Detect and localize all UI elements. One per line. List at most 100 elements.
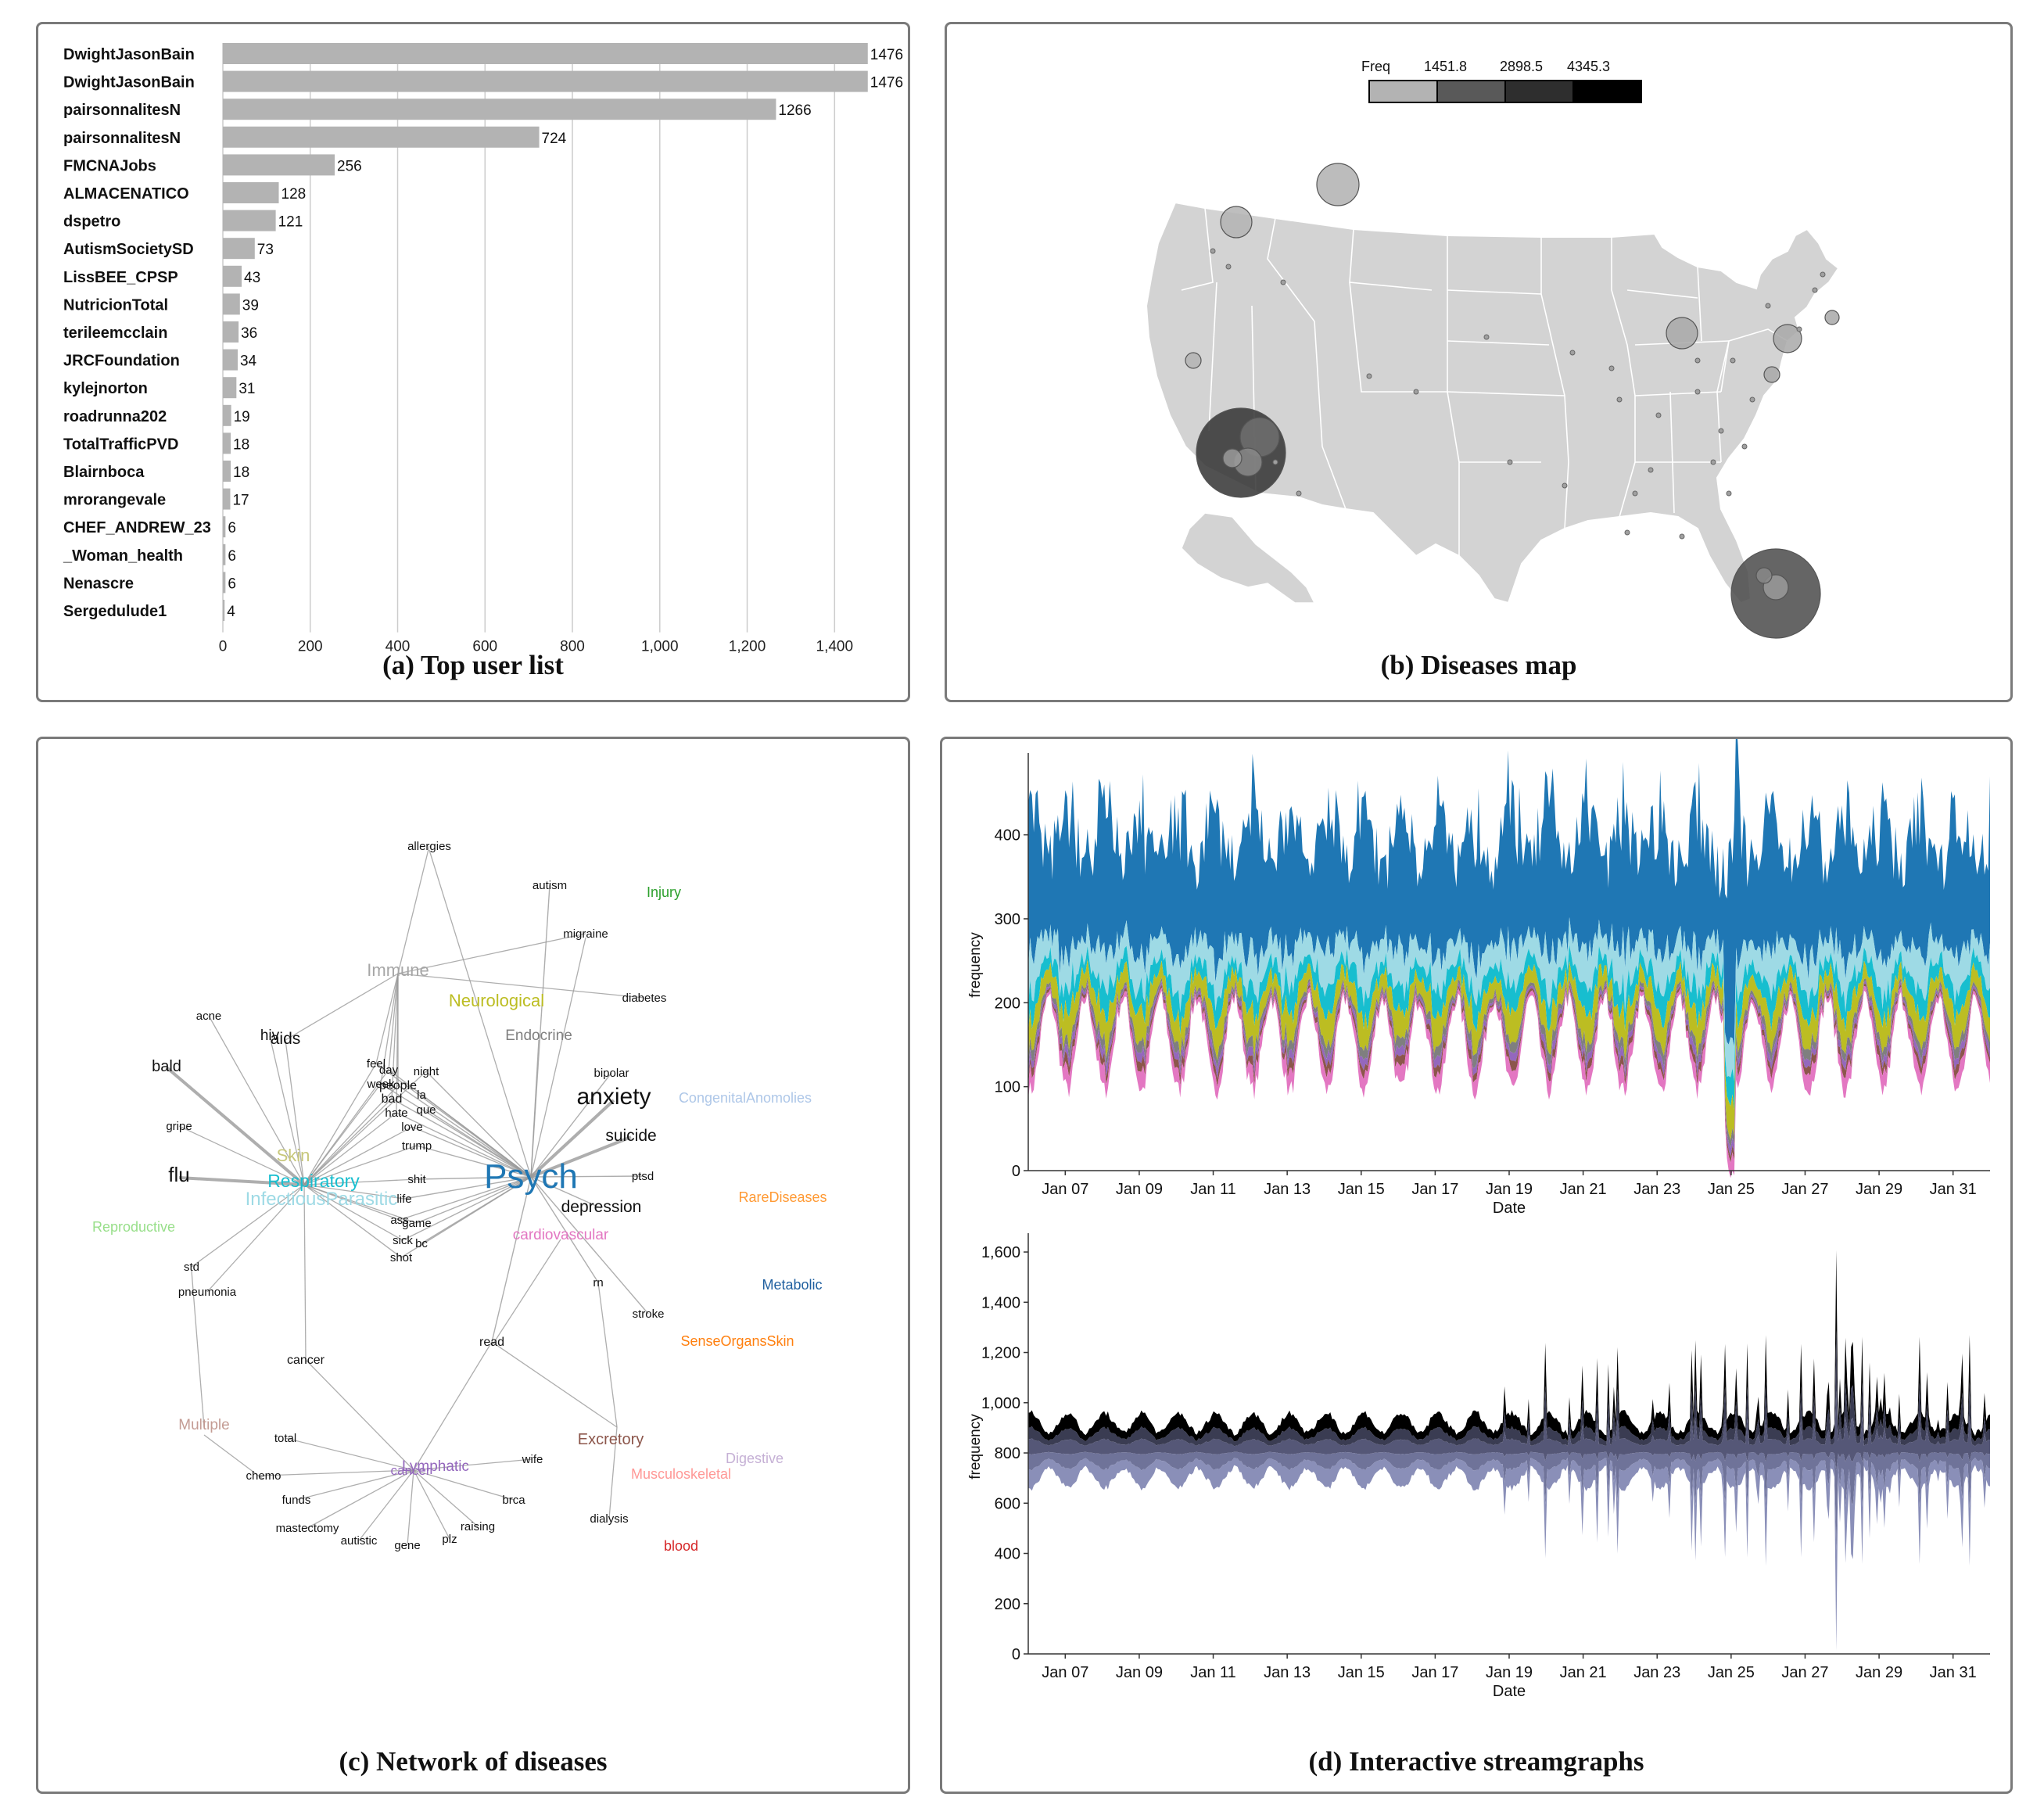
network-edge bbox=[530, 1072, 612, 1178]
diseases-map: Freq 1451.8 2898.5 4345.3 bbox=[1145, 59, 1840, 639]
frequency-bubble-small bbox=[1562, 482, 1568, 489]
y-axis-label: frequency bbox=[967, 1414, 984, 1480]
state-border bbox=[1447, 391, 1565, 396]
legend-swatch bbox=[1504, 80, 1574, 103]
bar-category-label: mrorangevale bbox=[63, 492, 166, 509]
state-border bbox=[1611, 237, 1636, 518]
x-tick-label: Jan 11 bbox=[1190, 1181, 1236, 1198]
term-node: funds bbox=[282, 1494, 311, 1507]
network-edge bbox=[358, 1469, 414, 1541]
network-edge bbox=[397, 1085, 532, 1178]
legend-label: 1451.8 bbox=[1424, 59, 1467, 74]
network-edge bbox=[396, 1112, 532, 1178]
x-tick-label: Jan 25 bbox=[1708, 1664, 1755, 1681]
term-node: cancer bbox=[287, 1354, 325, 1367]
bar-category-label: NutricionTotal bbox=[63, 296, 168, 314]
network-edge bbox=[530, 937, 586, 1178]
category-node: RareDiseases bbox=[738, 1189, 827, 1205]
network-edge bbox=[402, 1176, 532, 1241]
network-edge bbox=[206, 1184, 305, 1293]
network-edge bbox=[425, 1109, 532, 1178]
state-border bbox=[1626, 289, 1698, 299]
frequency-bubble-small bbox=[1694, 357, 1701, 364]
bar-category-label: Nenascre bbox=[63, 575, 134, 592]
term-node: bald bbox=[152, 1058, 181, 1075]
frequency-bubble-small bbox=[1483, 334, 1490, 340]
category-node: cardiovascular bbox=[513, 1227, 609, 1243]
frequency-bubble-small bbox=[1616, 396, 1623, 403]
panel-network-of-diseases: allergies autism migraine diabetes acne hiv ai… bbox=[36, 737, 910, 1794]
bar-category-label: Blairnboca bbox=[63, 464, 145, 481]
frequency-bubble bbox=[1824, 310, 1840, 325]
category-node: Lymphatic bbox=[402, 1458, 469, 1475]
panel-interactive-streamgraphs: 0 100 200 300 400 Jan 07 Jan 09 Jan 11 Jan 13 Jan… bbox=[940, 737, 2013, 1794]
x-tick-label: Jan 13 bbox=[1264, 1664, 1311, 1681]
bar bbox=[223, 349, 238, 371]
term-node: migraine bbox=[563, 927, 608, 941]
bar-value-label: 128 bbox=[281, 186, 307, 203]
legend-label: 2898.5 bbox=[1500, 59, 1543, 74]
x-axis-label: Date bbox=[1493, 1200, 1526, 1217]
network-edge bbox=[608, 1426, 618, 1519]
term-node: ptsd bbox=[632, 1170, 654, 1183]
term-node: total bbox=[274, 1432, 296, 1445]
network-edge bbox=[397, 845, 430, 974]
term-node: brca bbox=[502, 1494, 525, 1507]
category-node: Skin bbox=[277, 1146, 310, 1165]
term-node: shit bbox=[407, 1173, 426, 1186]
bar bbox=[223, 210, 276, 231]
network-edge bbox=[285, 1437, 414, 1471]
y-tick-label: 1,000 bbox=[981, 1395, 1020, 1412]
network-edge bbox=[208, 1015, 305, 1185]
frequency-bubble-small bbox=[1648, 467, 1654, 473]
network-edge bbox=[413, 1458, 533, 1471]
state-border bbox=[1267, 217, 1315, 322]
network-edge bbox=[375, 973, 399, 1064]
bar-value-label: 724 bbox=[542, 131, 567, 147]
caption-interactive-streamgraphs: (d) Interactive streamgraphs bbox=[1308, 1746, 1644, 1777]
frequency-bubble bbox=[1316, 163, 1360, 206]
network-edge bbox=[530, 1039, 540, 1178]
frequency-bubble-small bbox=[1730, 357, 1736, 364]
network-edge bbox=[303, 1145, 418, 1185]
term-node: acne bbox=[196, 1010, 222, 1023]
network-edge bbox=[303, 1184, 403, 1241]
bar-value-label: 6 bbox=[228, 520, 236, 536]
network-edge bbox=[303, 1126, 413, 1185]
state-border bbox=[1634, 391, 1722, 396]
network-edge bbox=[303, 1178, 418, 1185]
term-node: bipolar bbox=[593, 1067, 629, 1080]
term-node: wife bbox=[522, 1453, 543, 1466]
bar bbox=[223, 43, 868, 64]
x-tick-label: Jan 29 bbox=[1856, 1181, 1902, 1198]
frequency-bubble-small bbox=[1210, 248, 1216, 254]
term-node: flu bbox=[168, 1163, 189, 1186]
network-edge bbox=[391, 1098, 532, 1178]
bar bbox=[223, 238, 255, 260]
term-node: night bbox=[414, 1065, 439, 1078]
legend-swatch bbox=[1436, 80, 1506, 103]
us-states bbox=[1145, 201, 1840, 604]
network-edge bbox=[413, 1469, 450, 1540]
network-edge bbox=[285, 1039, 305, 1185]
network-edge bbox=[303, 1063, 377, 1185]
frequency-bubble bbox=[1185, 352, 1202, 369]
frequency-bubble-small bbox=[1632, 490, 1638, 497]
frequency-bubble-small bbox=[1694, 389, 1701, 395]
bar-value-label: 43 bbox=[244, 270, 260, 286]
network-edge bbox=[307, 1469, 414, 1529]
term-node: gene bbox=[394, 1539, 420, 1552]
term-node: dialysis bbox=[590, 1512, 628, 1526]
network-edge bbox=[429, 849, 532, 1178]
term-node: stroke bbox=[633, 1307, 665, 1321]
network-edge bbox=[296, 1469, 414, 1501]
network-edge bbox=[303, 1098, 393, 1185]
x-tick-label: Jan 07 bbox=[1042, 1181, 1088, 1198]
network-edge bbox=[269, 1035, 305, 1185]
frequency-bubble-small bbox=[1624, 529, 1630, 536]
bar-value-label: 17 bbox=[232, 493, 249, 509]
category-node: blood bbox=[664, 1538, 698, 1554]
network-edge bbox=[529, 1099, 615, 1178]
category-node: Neurological bbox=[449, 991, 544, 1010]
disease-network: allergies autism migraine diabetes acne hivai… bbox=[92, 840, 827, 1554]
